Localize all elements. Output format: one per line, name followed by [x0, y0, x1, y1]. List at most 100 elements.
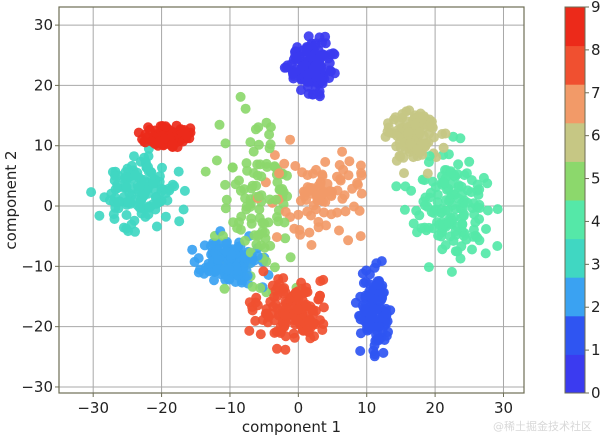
scatter-point [303, 68, 314, 79]
scatter-point [227, 162, 238, 173]
scatter-point [440, 240, 451, 251]
scatter-point [318, 207, 329, 218]
scatter-point [310, 306, 321, 316]
scatter-point [375, 296, 386, 306]
scatter-point [211, 155, 222, 166]
watermark-text: @稀土掘金技术社区 [493, 420, 592, 433]
scatter-point [245, 137, 256, 148]
scatter-point [457, 219, 468, 230]
scatter-point [459, 170, 470, 181]
scatter-point [433, 230, 444, 241]
scatter-point [258, 266, 269, 277]
scatter-point [412, 144, 423, 155]
scatter-point [121, 182, 132, 192]
scatter-point [317, 76, 328, 87]
colorbar-tick-label: 6 [591, 127, 600, 145]
scatter-point [199, 240, 210, 251]
colorbar-tick-label: 3 [591, 255, 600, 273]
scatter-point [373, 334, 384, 345]
scatter-point [219, 283, 230, 294]
x-tick-label: 30 [494, 399, 513, 417]
scatter-point [109, 175, 120, 186]
scatter-point [123, 196, 133, 207]
scatter-point [364, 279, 375, 290]
scatter-point [121, 210, 132, 220]
scatter-point [151, 198, 162, 209]
scatter-point [294, 51, 305, 62]
scatter-point [373, 279, 384, 290]
scatter-point [310, 40, 321, 51]
y-tick-label: −10 [21, 257, 53, 275]
scatter-point [360, 290, 371, 301]
scatter-point [252, 300, 263, 311]
scatter-point [148, 178, 158, 189]
scatter-point [94, 210, 105, 221]
scatter-point [220, 203, 231, 214]
scatter-point [354, 205, 365, 216]
scatter-point [254, 204, 265, 215]
scatter-point [274, 279, 284, 290]
scatter-point [481, 224, 491, 234]
scatter-point [334, 225, 344, 236]
scatter-point [397, 109, 408, 119]
scatter-point [112, 183, 123, 193]
scatter-point [340, 206, 351, 217]
scatter-point [126, 219, 137, 230]
scatter-point [221, 238, 232, 249]
scatter-point [438, 142, 449, 153]
scatter-point [366, 309, 377, 320]
scatter-point [193, 267, 204, 278]
scatter-point [478, 172, 489, 183]
x-tick-label: 20 [426, 399, 445, 417]
scatter-point [193, 253, 204, 264]
scatter-point [264, 129, 275, 140]
scatter-point [250, 315, 261, 326]
colorbar-segment [565, 277, 585, 317]
scatter-point [399, 204, 410, 215]
scatter-point [378, 288, 388, 299]
scatter-point [468, 231, 479, 242]
scatter-point [302, 182, 313, 193]
colorbar-segment [565, 200, 585, 240]
scatter-point [278, 288, 289, 299]
colorbar-tick-label: 4 [591, 212, 600, 230]
scatter-point [187, 244, 198, 255]
scatter-point [240, 235, 250, 246]
scatter-point [255, 159, 266, 170]
x-axis-label: component 1 [242, 418, 341, 436]
y-tick-label: 20 [34, 76, 53, 94]
scatter-point [337, 146, 348, 157]
scatter-point [167, 139, 178, 149]
scatter-point [231, 265, 242, 276]
y-tick-label: −20 [21, 318, 53, 336]
scatter-point [218, 231, 228, 241]
scatter-point [334, 160, 345, 170]
scatter-point [436, 207, 447, 218]
scatter-point [143, 161, 153, 172]
scatter-point [277, 184, 288, 194]
scatter-point [178, 204, 189, 215]
scatter-point [304, 227, 315, 238]
scatter-point [250, 124, 261, 135]
scatter-point [329, 49, 340, 60]
scatter-point [220, 179, 231, 190]
scatter-point [301, 325, 312, 336]
scatter-point [290, 161, 301, 171]
scatter-point [234, 217, 244, 228]
scatter-point [315, 178, 326, 189]
scatter-point [138, 174, 149, 185]
scatter-point [282, 191, 293, 202]
scatter-point [280, 331, 291, 342]
colorbar-tick-label: 1 [591, 341, 600, 359]
scatter-point [220, 274, 231, 285]
colorbar-segment [565, 238, 585, 278]
scatter-point [269, 292, 280, 302]
scatter-point [355, 160, 366, 171]
scatter-point [159, 133, 170, 144]
scatter-point [414, 127, 425, 138]
scatter-point [221, 194, 232, 205]
scatter-point [214, 119, 225, 130]
scatter-point [174, 216, 185, 227]
y-axis-label: component 2 [2, 150, 20, 249]
colorbar: 0 1 2 3 4 5 6 7 8 9 [564, 0, 600, 402]
